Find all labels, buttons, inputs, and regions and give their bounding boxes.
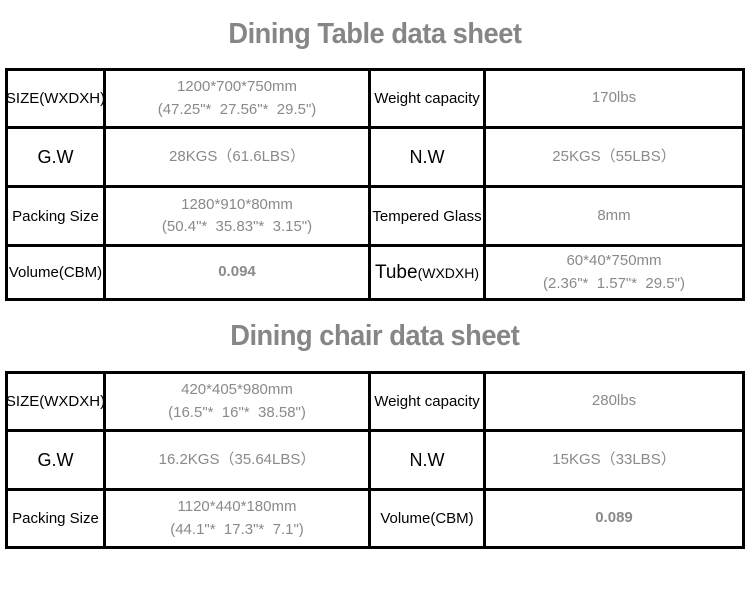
dining-table-title-block: Dining Table data sheet <box>0 0 750 68</box>
label-cell: Packing Size <box>8 491 103 546</box>
value-cell: 16.2KGS（35.64LBS） <box>106 432 368 488</box>
value-line: 16.2KGS（35.64LBS） <box>158 450 316 468</box>
value-line: 8mm <box>597 206 631 224</box>
value-line: 1280*910*80mm <box>181 195 293 213</box>
page-title: Dining Table data sheet <box>228 17 522 50</box>
value-cell: 170lbs <box>486 71 742 126</box>
data-sheet-page: Dining Table data sheet SIZE(WXDXH) 1200… <box>0 0 750 549</box>
row-label: SIZE(WXDXH) <box>8 393 103 410</box>
value-cell: 0.094 <box>106 247 368 298</box>
dining-table-spec-table: SIZE(WXDXH) 1200*700*750mm (47.25"* 27.5… <box>5 68 745 301</box>
value-cell: 1120*440*180mm (44.1"* 17.3"* 7.1") <box>106 491 368 546</box>
row-label: Packing Size <box>12 510 99 527</box>
label-cell: SIZE(WXDXH) <box>8 374 103 429</box>
value-line: 420*405*980mm <box>181 381 293 398</box>
value-line: 28KGS（61.6LBS） <box>169 147 305 165</box>
label-cell: N.W <box>371 129 483 185</box>
value-line: 60*40*750mm <box>566 252 662 269</box>
label-cell: Weight capacity <box>371 71 483 126</box>
row-label: G.W <box>37 146 74 167</box>
value-line: (44.1"* 17.3"* 7.1") <box>170 520 304 538</box>
value-cell: 8mm <box>486 188 742 244</box>
row-label: Packing Size <box>12 207 99 225</box>
value-cell: 280lbs <box>486 374 742 429</box>
value-line: 0.089 <box>595 509 633 527</box>
value-cell: 60*40*750mm (2.36"* 1.57"* 29.5") <box>486 247 742 298</box>
row-label: G.W <box>37 449 74 470</box>
row-label: Tempered Glass <box>372 207 482 225</box>
dining-chair-spec-table: SIZE(WXDXH) 420*405*980mm (16.5"* 16"* 3… <box>5 371 745 549</box>
value-line: (16.5"* 16"* 38.58") <box>168 403 306 421</box>
value-line: (50.4"* 35.83"* 3.15") <box>161 218 313 235</box>
label-cell: Volume(CBM) <box>8 247 103 298</box>
value-cell: 28KGS（61.6LBS） <box>106 129 368 185</box>
label-cell: N.W <box>371 432 483 488</box>
label-cell: Volume(CBM) <box>371 491 483 546</box>
value-cell: 1200*700*750mm (47.25"* 27.56"* 29.5") <box>106 71 368 126</box>
row-label: SIZE(WXDXH) <box>8 90 103 107</box>
label-cell: G.W <box>8 432 103 488</box>
page-title: Dining chair data sheet <box>230 319 520 352</box>
value-line: 170lbs <box>591 89 637 107</box>
value-line: 0.094 <box>218 263 256 281</box>
value-cell: 25KGS（55LBS） <box>486 129 742 185</box>
row-label: Volume(CBM) <box>380 510 474 527</box>
label-cell: G.W <box>8 129 103 185</box>
label-cell: SIZE(WXDXH) <box>8 71 103 126</box>
value-cell: 420*405*980mm (16.5"* 16"* 38.58") <box>106 374 368 429</box>
label-cell: Packing Size <box>8 188 103 244</box>
row-label: Volume(CBM) <box>8 264 103 281</box>
value-line: 280lbs <box>591 392 637 410</box>
value-line: 1200*700*750mm <box>176 78 298 95</box>
value-line: (47.25"* 27.56"* 29.5") <box>157 100 317 118</box>
label-cell: Weight capacity <box>371 374 483 429</box>
value-line: 1120*440*180mm <box>177 498 297 515</box>
value-line: (2.36"* 1.57"* 29.5") <box>543 274 685 292</box>
row-label: Weight capacity <box>374 393 480 410</box>
label-cell: Tube(WXDXH) <box>371 247 483 298</box>
value-cell: 1280*910*80mm (50.4"* 35.83"* 3.15") <box>106 188 368 244</box>
row-label: N.W <box>409 449 445 470</box>
row-label: Weight capacity <box>374 90 480 107</box>
row-label: Tube(WXDXH) <box>374 261 480 283</box>
row-label: N.W <box>409 146 445 167</box>
dining-chair-title-block: Dining chair data sheet <box>0 301 750 371</box>
value-line: 25KGS（55LBS） <box>552 147 676 165</box>
value-cell: 15KGS（33LBS） <box>486 432 742 488</box>
label-cell: Tempered Glass <box>371 188 483 244</box>
value-line: 15KGS（33LBS） <box>552 450 676 468</box>
value-cell: 0.089 <box>486 491 742 546</box>
